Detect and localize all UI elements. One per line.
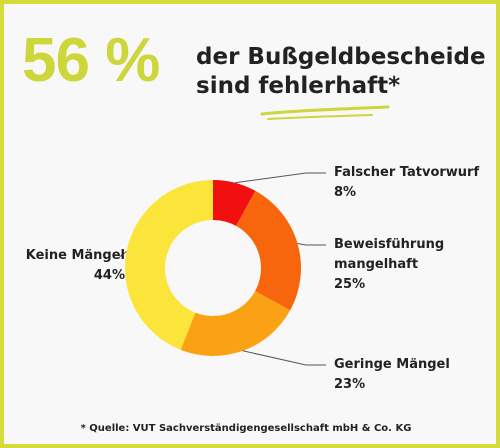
slice-label-value: 23% [334, 377, 366, 392]
underline-stroke-2 [267, 114, 373, 120]
donut-slice-beweisfuehrung-mangelhaft [236, 190, 301, 311]
slice-label-name: Keine Mängel [25, 248, 125, 263]
leader-lines [119, 172, 326, 366]
donut-slices [124, 180, 301, 357]
slice-label-geringe-maengel: Geringe Mängel 23% [334, 355, 450, 395]
headline-text: der Bußgeldbescheide sind fehlerhaft* [196, 43, 486, 101]
headline-line1: der Bußgeldbescheide [196, 44, 486, 70]
headline-asterisk: * [388, 73, 401, 99]
leader-line-beweisfuehrung-mangelhaft [297, 242, 326, 246]
slice-label-beweisfuehrung: Beweisführung mangelhaft 25% [334, 235, 444, 295]
slice-label-keine-maengel: Keine Mängel 44% [26, 246, 125, 286]
headline-emphasis-word: fehlerhaft [258, 73, 389, 99]
slice-label-falscher-tatvorwurf: Falscher Tatvorwurf 8% [334, 163, 479, 203]
headline-percent: 56 % [22, 26, 160, 95]
slice-label-name: Falscher Tatvorwurf [334, 165, 480, 180]
donut-slice-falscher-tatvorwurf [213, 180, 256, 226]
slice-label-value: 25% [334, 277, 366, 292]
slice-label-name-line2: mangelhaft [334, 257, 419, 272]
leader-line-geringe-maengel [242, 350, 326, 366]
headline-line2-start: sind [196, 73, 259, 99]
leader-line-falscher-tatvorwurf [234, 172, 326, 184]
underline-stroke-1 [260, 105, 390, 116]
donut-slice-geringe-maengel [180, 291, 291, 357]
slice-label-value: 44% [93, 268, 125, 283]
headline-line2: sind fehlerhaft* [196, 72, 486, 101]
leader-line-keine-maengel [119, 251, 127, 257]
slice-label-name: Beweisführung [334, 237, 445, 252]
source-footnote: * Quelle: VUT Sachverständigengesellscha… [80, 423, 412, 434]
donut-slice-keine-maengel [124, 180, 213, 350]
slice-label-name: Geringe Mängel [334, 357, 450, 372]
slice-label-value: 8% [334, 185, 357, 200]
